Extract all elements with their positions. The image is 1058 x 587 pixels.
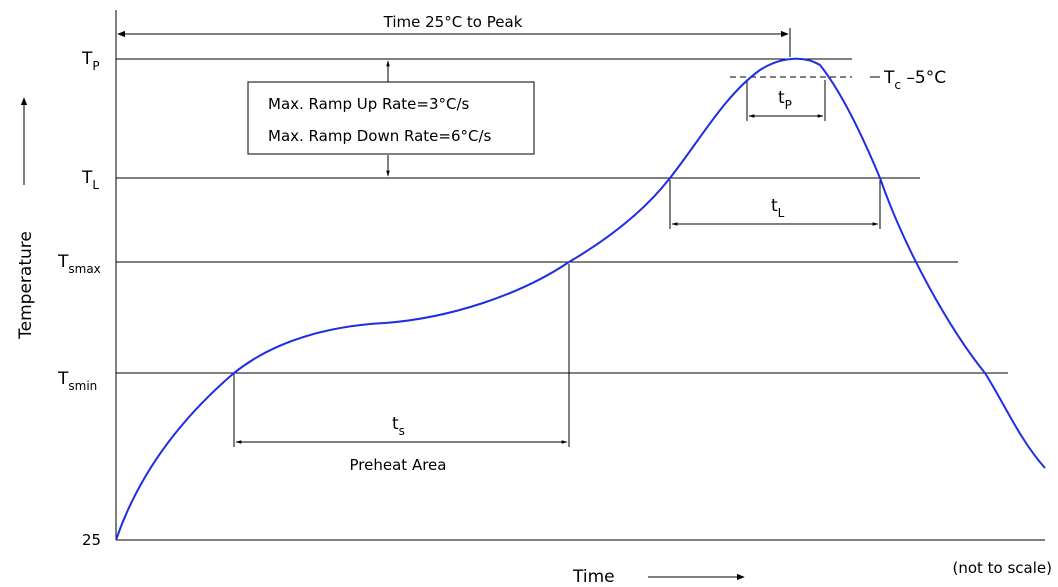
origin-25-label: 25 [82,531,101,549]
ramp-up-rate-text: Max. Ramp Up Rate=3°C/s [268,95,470,113]
ramp-rate-box [247,81,535,155]
tsmax-level-label: Tsmax [57,252,101,276]
tc-minus-5-label: Tc –5°C [883,68,946,92]
preheat-area-label: Preheat Area [350,456,447,474]
tsmin-level-label: Tsmin [57,369,97,393]
tl-level-label: TL [81,168,99,192]
ramp-down-rate-text: Max. Ramp Down Rate=6°C/s [268,127,492,145]
tp-interval-label: tP [778,88,792,112]
time-to-peak-label: Time 25°C to Peak [383,13,523,31]
x-axis-label: Time [572,567,615,587]
tp-level-label: TP [81,49,100,73]
tl-interval-label: tL [771,196,785,220]
ts-interval-label: ts [392,414,405,438]
reflow-profile-curve [115,57,1046,541]
y-axis-label: Temperature [16,231,36,340]
not-to-scale-note: (not to scale) [952,559,1052,577]
